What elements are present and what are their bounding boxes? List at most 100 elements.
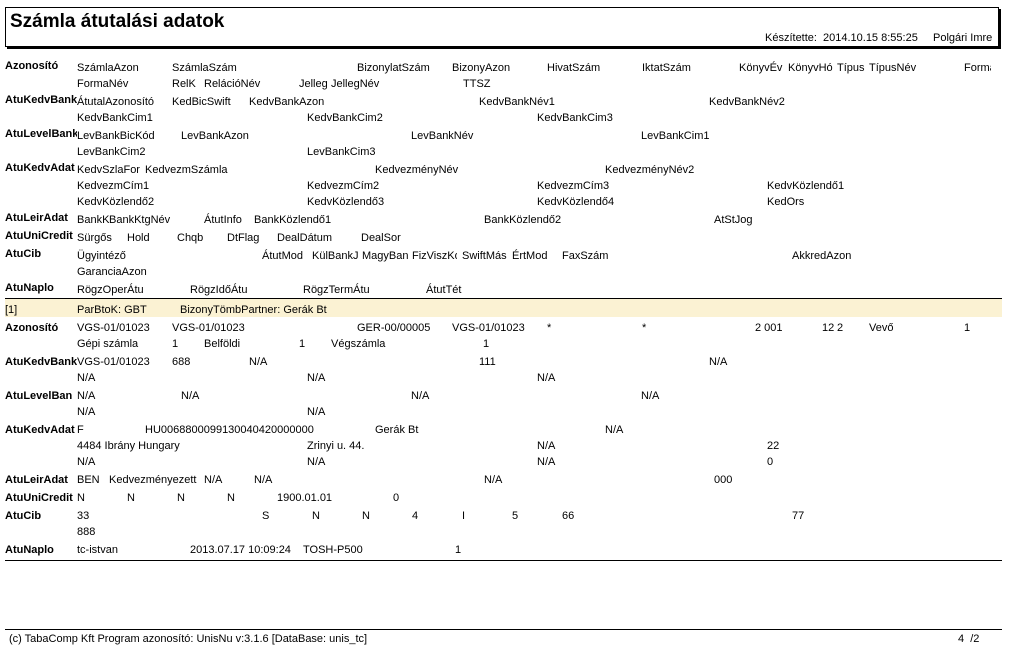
header-label-atuleiradat: AtuLeirAdat <box>5 212 68 224</box>
record-label-atuleiradat: AtuLeirAdat <box>5 474 68 486</box>
field-value: Gépi számla <box>77 338 139 350</box>
field-header: RelK <box>172 78 196 90</box>
field-header: LevBankNév <box>411 130 474 142</box>
field-header: MagyBan <box>362 250 409 262</box>
field-header: FormaNév <box>77 78 129 90</box>
field-header: KönyvHó <box>788 62 833 74</box>
record-label-atukedvadat: AtuKedvAdat <box>5 424 75 436</box>
footer-program-info: (c) TabaComp Kft Program azonosító: Unis… <box>9 633 368 645</box>
field-value: 12 <box>822 322 835 334</box>
field-header: AtStJog <box>714 214 753 226</box>
field-header: KedvKözlendő3 <box>307 196 385 208</box>
field-header: AkkredAzon <box>792 250 852 262</box>
field-header: RögzIdőÁtu <box>190 284 248 296</box>
field-value: 1900.01.01 <box>277 492 333 504</box>
field-value: 2013.07.17 10:09:24 <box>190 544 291 556</box>
field-header: KedvKözlendő2 <box>77 196 155 208</box>
field-value: * <box>642 322 647 334</box>
field-value: 1 <box>455 544 462 556</box>
field-header: KedBicSwift <box>172 96 231 108</box>
author-name: Polgári Imre <box>933 32 993 44</box>
field-header: Hold <box>127 232 150 244</box>
field-header: KedvBankCim3 <box>537 112 613 124</box>
field-value: N/A <box>307 456 326 468</box>
field-value: Végszámla <box>331 338 386 350</box>
header-label-atucib: AtuCib <box>5 248 42 260</box>
field-header: LevBankCim3 <box>307 146 376 158</box>
field-value: N/A <box>537 440 556 452</box>
field-header: SwiftMás <box>462 250 507 262</box>
field-header: KedvSzlaFor <box>77 164 140 176</box>
field-value: Belföldi <box>204 338 241 350</box>
field-value: 1 <box>964 322 971 334</box>
footer-line <box>5 629 1002 630</box>
field-value: 22 <box>767 440 780 452</box>
group-index: [1] <box>5 304 18 316</box>
record-label-azonosito: Azonosító <box>5 322 59 334</box>
field-value: VGS-01/01023 <box>77 356 150 368</box>
field-header: SzámlaSzám <box>172 62 237 74</box>
field-value: TOSH-P500 <box>303 544 363 556</box>
field-value: N/A <box>77 406 96 418</box>
field-header: GaranciaAzon <box>77 266 147 278</box>
created-label: Készítette: <box>765 32 817 44</box>
field-header: HivatSzám <box>547 62 601 74</box>
header-label-azonosito: Azonosító <box>5 60 59 72</box>
field-value: N/A <box>181 390 200 402</box>
field-header: LevBankBicKód <box>77 130 155 142</box>
field-header: RögzOperÁtu <box>77 284 144 296</box>
field-value: 4 <box>412 510 419 522</box>
field-value: N/A <box>411 390 430 402</box>
field-header: LevBankCim2 <box>77 146 146 158</box>
field-value: N/A <box>537 456 556 468</box>
field-header: Típus <box>837 62 865 74</box>
field-value: 0 <box>767 456 774 468</box>
field-header: Ügyintéző <box>77 250 126 262</box>
field-header: BankKözlendő1 <box>254 214 332 226</box>
field-header: RelációNév <box>204 78 261 90</box>
field-value: Kedvezményezett <box>109 474 197 486</box>
field-header: KülBankJ <box>312 250 359 262</box>
field-value: VGS-01/01023 <box>452 322 525 334</box>
field-value: 2 001 <box>755 322 783 334</box>
field-value: N/A <box>254 474 273 486</box>
field-header: ÉrtMod <box>512 250 548 262</box>
field-value: 888 <box>77 526 96 538</box>
field-value: GER-00/00005 <box>357 322 431 334</box>
field-value: 2 <box>837 322 844 334</box>
field-header: RögzTermÁtu <box>303 284 370 296</box>
field-header: FizViszKód <box>412 250 457 262</box>
header-label-atunicredit: AtuUniCredit <box>5 230 73 242</box>
field-header: KedvezményNév <box>375 164 459 176</box>
field-value: 1 <box>299 338 306 350</box>
field-value: 0 <box>393 492 400 504</box>
field-value: 5 <box>512 510 519 522</box>
field-value: N/A <box>249 356 268 368</box>
created-at: 2014.10.15 8:55:25 <box>823 32 918 44</box>
field-value: 111 <box>479 356 496 368</box>
field-value: N/A <box>77 372 96 384</box>
field-value: N <box>312 510 320 522</box>
field-value: 66 <box>562 510 575 522</box>
field-header: IktatSzám <box>642 62 691 74</box>
field-value: N/A <box>484 474 503 486</box>
field-value: N/A <box>307 406 326 418</box>
field-value: N <box>177 492 185 504</box>
record-label-atulevelban: AtuLevelBan <box>5 390 73 402</box>
field-value: Gerák Bt <box>375 424 419 436</box>
field-header: ÁtutTét <box>426 284 462 296</box>
field-header: KedvBankNév1 <box>479 96 555 108</box>
field-header: ÁtutalAzonosító <box>77 96 155 108</box>
field-value: N/A <box>537 372 556 384</box>
field-value: N/A <box>641 390 660 402</box>
field-header: KedvBankAzon <box>249 96 325 108</box>
field-header: KedvBankCim2 <box>307 112 383 124</box>
record-label-atukedvbank: AtuKedvBank <box>5 356 77 368</box>
field-value: N/A <box>605 424 624 436</box>
field-header: Chqb <box>177 232 204 244</box>
field-header: LevBankCim1 <box>641 130 710 142</box>
field-header: DealDátum <box>277 232 333 244</box>
field-header: ÁtutMod <box>262 250 303 262</box>
separator-line <box>5 298 1002 299</box>
field-value: * <box>547 322 552 334</box>
